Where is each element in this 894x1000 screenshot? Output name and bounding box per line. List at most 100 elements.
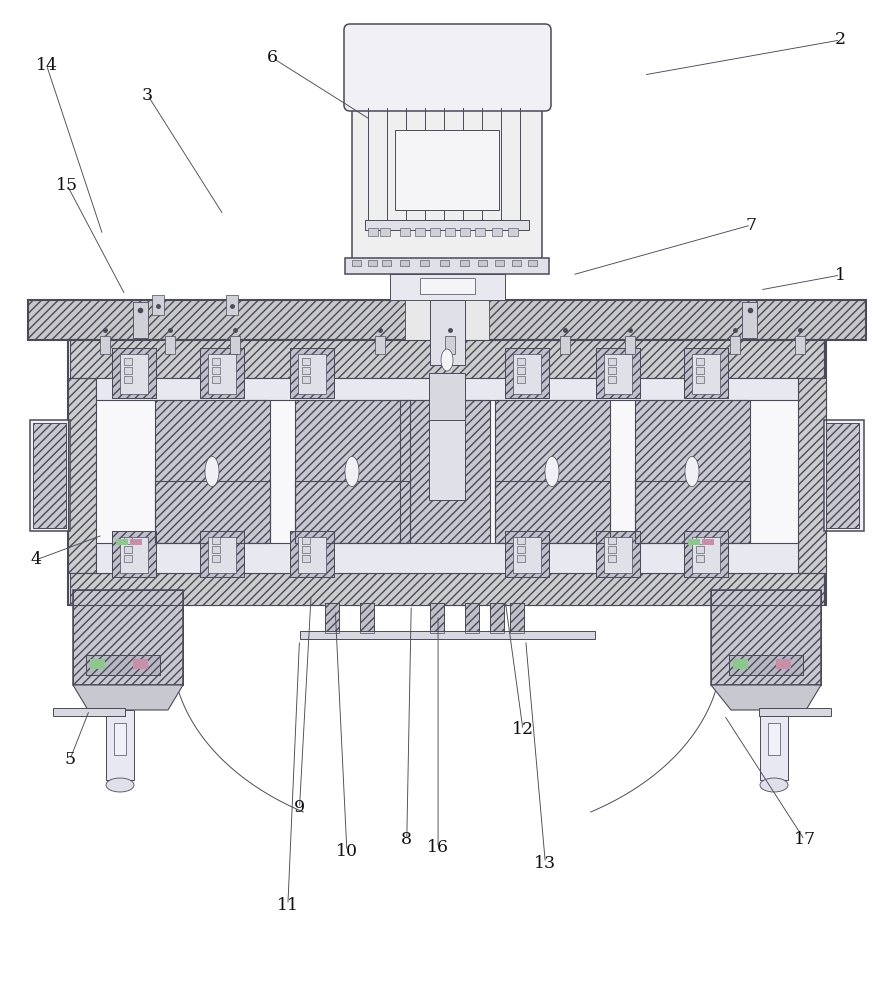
- Bar: [510, 603, 524, 633]
- Text: 17: 17: [794, 831, 815, 848]
- Bar: [430, 228, 440, 236]
- Bar: [460, 260, 469, 266]
- Bar: [400, 400, 490, 543]
- Bar: [124, 367, 132, 374]
- Bar: [702, 539, 714, 545]
- Bar: [73, 590, 183, 685]
- Bar: [86, 655, 160, 675]
- Bar: [375, 336, 385, 354]
- Bar: [635, 400, 750, 543]
- Bar: [302, 555, 310, 562]
- Bar: [445, 336, 455, 354]
- Ellipse shape: [441, 349, 453, 371]
- Bar: [124, 376, 132, 383]
- Bar: [212, 358, 220, 365]
- Bar: [325, 603, 339, 633]
- Bar: [130, 539, 142, 545]
- Bar: [798, 378, 826, 573]
- Bar: [517, 358, 525, 365]
- Bar: [200, 348, 244, 398]
- Bar: [692, 537, 720, 573]
- Bar: [510, 603, 524, 633]
- Bar: [635, 481, 750, 543]
- Bar: [684, 348, 728, 398]
- Bar: [124, 546, 132, 553]
- Bar: [505, 531, 549, 577]
- Bar: [295, 400, 410, 543]
- Bar: [465, 603, 479, 633]
- Bar: [165, 336, 175, 354]
- Bar: [430, 603, 444, 633]
- Bar: [96, 378, 798, 400]
- Bar: [208, 537, 236, 573]
- Bar: [608, 555, 616, 562]
- Bar: [368, 260, 377, 266]
- Text: 12: 12: [512, 722, 534, 738]
- Bar: [298, 354, 326, 394]
- Bar: [429, 420, 465, 500]
- Bar: [360, 603, 374, 633]
- Bar: [230, 336, 240, 354]
- Ellipse shape: [760, 778, 788, 792]
- Bar: [692, 354, 720, 394]
- Bar: [290, 531, 334, 577]
- Text: 2: 2: [835, 31, 846, 48]
- Bar: [302, 376, 310, 383]
- Bar: [560, 336, 570, 354]
- Bar: [124, 358, 132, 365]
- Ellipse shape: [545, 456, 559, 487]
- Bar: [345, 258, 549, 274]
- Bar: [513, 537, 541, 573]
- Text: 1: 1: [835, 266, 846, 284]
- Bar: [53, 708, 125, 716]
- Bar: [302, 358, 310, 365]
- Bar: [28, 300, 866, 340]
- Bar: [824, 420, 864, 531]
- Bar: [298, 537, 326, 573]
- Bar: [295, 481, 410, 543]
- Bar: [200, 531, 244, 577]
- Text: 3: 3: [142, 87, 153, 104]
- Bar: [200, 531, 244, 577]
- FancyBboxPatch shape: [344, 24, 551, 111]
- Bar: [302, 537, 310, 544]
- Bar: [596, 531, 640, 577]
- Bar: [70, 340, 824, 378]
- Bar: [460, 228, 470, 236]
- Bar: [33, 423, 66, 528]
- Polygon shape: [711, 685, 821, 710]
- Bar: [635, 481, 750, 543]
- Text: 13: 13: [535, 854, 556, 871]
- Bar: [68, 340, 826, 605]
- Bar: [382, 260, 391, 266]
- Bar: [86, 655, 160, 675]
- Bar: [608, 376, 616, 383]
- Ellipse shape: [438, 456, 452, 487]
- Bar: [608, 367, 616, 374]
- Bar: [70, 340, 824, 378]
- Bar: [495, 481, 610, 543]
- Bar: [495, 260, 504, 266]
- Bar: [826, 423, 859, 528]
- Ellipse shape: [685, 456, 699, 487]
- Bar: [302, 367, 310, 374]
- Bar: [124, 537, 132, 544]
- Bar: [380, 228, 390, 236]
- Ellipse shape: [205, 456, 219, 487]
- Text: 5: 5: [64, 752, 75, 768]
- Bar: [96, 543, 798, 573]
- Ellipse shape: [106, 778, 134, 792]
- Bar: [106, 710, 134, 780]
- Bar: [696, 358, 704, 365]
- Bar: [390, 274, 505, 300]
- Bar: [152, 295, 164, 315]
- Bar: [430, 603, 444, 633]
- Bar: [711, 590, 821, 685]
- Bar: [124, 555, 132, 562]
- Bar: [420, 278, 475, 294]
- Bar: [368, 228, 378, 236]
- Bar: [112, 531, 156, 577]
- Bar: [68, 378, 96, 573]
- Bar: [365, 220, 529, 230]
- Bar: [776, 659, 791, 669]
